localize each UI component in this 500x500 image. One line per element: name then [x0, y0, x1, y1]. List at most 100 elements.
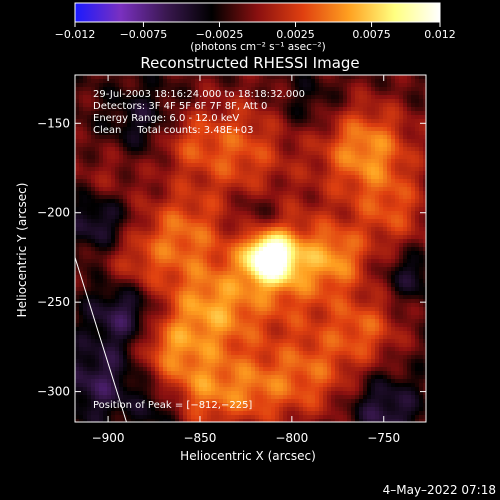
- heatmap-cell: [119, 107, 124, 112]
- heatmap-cell: [279, 359, 284, 364]
- heatmap-cell: [147, 123, 152, 128]
- heatmap-cell: [167, 411, 172, 416]
- heatmap-cell: [207, 275, 212, 280]
- heatmap-cell: [195, 235, 200, 240]
- heatmap-cell: [295, 131, 300, 136]
- heatmap-cell: [83, 167, 88, 172]
- heatmap-cell: [203, 303, 208, 308]
- heatmap-cell: [231, 275, 236, 280]
- heatmap-cell: [223, 311, 228, 316]
- heatmap-cell: [255, 119, 260, 124]
- heatmap-cell: [203, 351, 208, 356]
- heatmap-cell: [103, 395, 108, 400]
- heatmap-cell: [119, 179, 124, 184]
- heatmap-cell: [239, 283, 244, 288]
- heatmap-cell: [91, 299, 96, 304]
- heatmap-cell: [135, 223, 140, 228]
- heatmap-cell: [255, 147, 260, 152]
- heatmap-cell: [143, 295, 148, 300]
- heatmap-cell: [155, 135, 160, 140]
- heatmap-cell: [147, 199, 152, 204]
- heatmap-cell: [139, 231, 144, 236]
- heatmap-cell: [295, 399, 300, 404]
- heatmap-cell: [251, 207, 256, 212]
- heatmap-cell: [75, 83, 80, 88]
- heatmap-cell: [227, 211, 232, 216]
- heatmap-cell: [151, 127, 156, 132]
- heatmap-cell: [187, 139, 192, 144]
- heatmap-cell: [287, 79, 292, 84]
- heatmap-cell: [195, 307, 200, 312]
- heatmap-cell: [143, 75, 148, 80]
- heatmap-cell: [203, 167, 208, 172]
- heatmap-cell: [255, 187, 260, 192]
- heatmap-cell: [131, 159, 136, 164]
- heatmap-cell: [155, 111, 160, 116]
- heatmap-cell: [203, 311, 208, 316]
- heatmap-cell: [147, 187, 152, 192]
- heatmap-cell: [227, 171, 232, 176]
- heatmap-cell: [259, 307, 264, 312]
- heatmap-cell: [303, 135, 308, 140]
- heatmap-cell: [147, 115, 152, 120]
- heatmap-cell: [115, 99, 120, 104]
- heatmap-cell: [259, 407, 264, 412]
- heatmap-cell: [275, 79, 280, 84]
- heatmap-cell: [175, 87, 180, 92]
- heatmap-cell: [243, 211, 248, 216]
- heatmap-cell: [231, 295, 236, 300]
- heatmap-cell: [227, 111, 232, 116]
- heatmap-cell: [103, 403, 108, 408]
- heatmap-cell: [139, 351, 144, 356]
- heatmap-cell: [103, 247, 108, 252]
- heatmap-cell: [103, 191, 108, 196]
- heatmap-cell: [243, 179, 248, 184]
- heatmap-cell: [267, 395, 272, 400]
- heatmap-cell: [155, 131, 160, 136]
- heatmap-cell: [219, 279, 224, 284]
- heatmap-cell: [247, 227, 252, 232]
- heatmap-cell: [239, 111, 244, 116]
- heatmap-cell: [111, 79, 116, 84]
- heatmap-cell: [83, 315, 88, 320]
- heatmap-cell: [99, 187, 104, 192]
- heatmap-cell: [235, 107, 240, 112]
- heatmap-cell: [127, 219, 132, 224]
- heatmap-cell: [139, 103, 144, 108]
- heatmap-cell: [139, 251, 144, 256]
- heatmap-cell: [263, 307, 268, 312]
- heatmap-cell: [235, 419, 240, 422]
- heatmap-cell: [287, 291, 292, 296]
- heatmap-cell: [227, 123, 232, 128]
- heatmap-cell: [299, 123, 304, 128]
- heatmap-cell: [295, 283, 300, 288]
- heatmap-cell: [215, 131, 220, 136]
- heatmap-cell: [251, 403, 256, 408]
- heatmap-cell: [175, 267, 180, 272]
- heatmap-cell: [191, 207, 196, 212]
- heatmap-cell: [235, 287, 240, 292]
- heatmap-cell: [143, 419, 148, 422]
- heatmap-cell: [283, 319, 288, 324]
- heatmap-cell: [247, 311, 252, 316]
- heatmap-cell: [115, 387, 120, 392]
- heatmap-cell: [139, 163, 144, 168]
- heatmap-cell: [263, 227, 268, 232]
- heatmap-cell: [115, 287, 120, 292]
- heatmap-cell: [295, 227, 300, 232]
- heatmap-cell: [147, 91, 152, 96]
- heatmap-cell: [103, 187, 108, 192]
- heatmap-cell: [251, 295, 256, 300]
- heatmap-cell: [111, 95, 116, 100]
- heatmap-cell: [151, 219, 156, 224]
- heatmap-cell: [247, 155, 252, 160]
- heatmap-cell: [179, 275, 184, 280]
- heatmap-cell: [139, 159, 144, 164]
- heatmap-cell: [115, 283, 120, 288]
- heatmap-cell: [255, 239, 260, 244]
- heatmap-cell: [123, 79, 128, 84]
- heatmap-cell: [75, 191, 80, 196]
- heatmap-cell: [79, 135, 84, 140]
- heatmap-cell: [255, 367, 260, 372]
- heatmap-cell: [163, 271, 168, 276]
